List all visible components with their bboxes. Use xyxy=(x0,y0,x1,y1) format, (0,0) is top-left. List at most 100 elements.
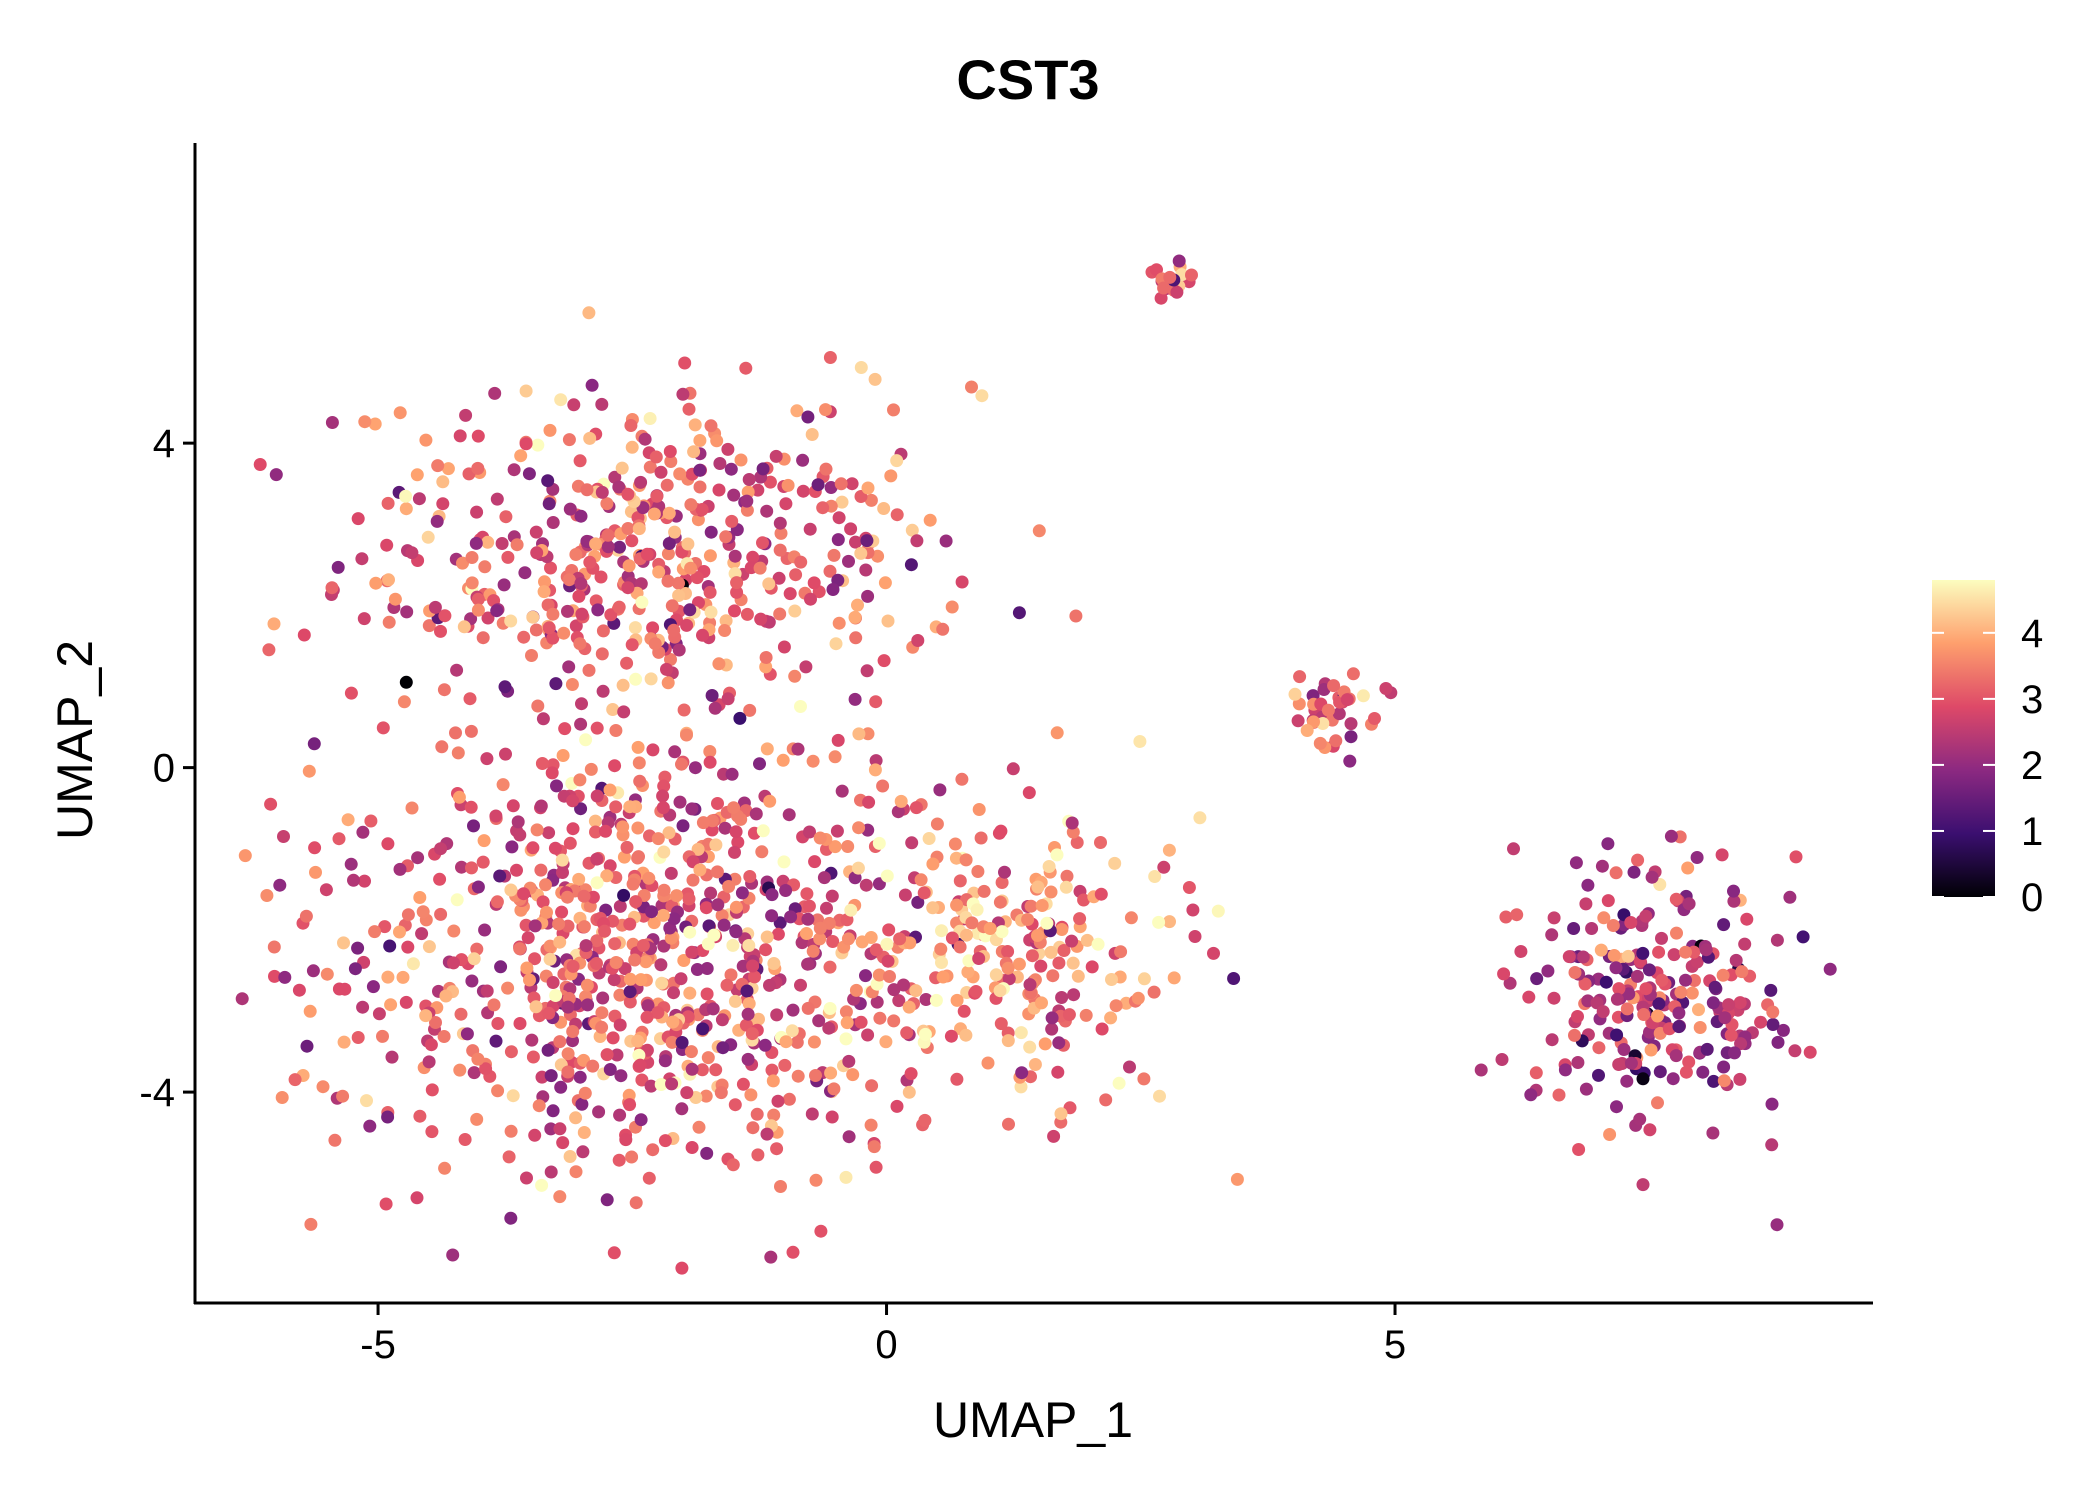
data-point xyxy=(765,909,779,923)
data-point xyxy=(1060,869,1074,883)
data-point xyxy=(534,863,548,877)
data-point xyxy=(1630,969,1644,983)
data-point xyxy=(425,1083,439,1097)
data-point xyxy=(1293,670,1307,684)
data-point xyxy=(513,828,527,842)
data-point xyxy=(1503,976,1517,990)
x-tick-label: 5 xyxy=(1384,1323,1406,1367)
data-point xyxy=(396,970,410,984)
data-point xyxy=(517,630,531,644)
data-point xyxy=(306,964,320,978)
data-point xyxy=(523,973,536,987)
data-point xyxy=(600,869,614,883)
data-point xyxy=(596,991,610,1005)
data-point xyxy=(751,1148,765,1162)
data-point xyxy=(654,465,668,479)
data-point xyxy=(1803,1045,1817,1059)
y-axis-label: UMAP_2 xyxy=(47,640,103,840)
data-point xyxy=(670,889,684,903)
data-point xyxy=(975,389,989,403)
data-point xyxy=(1070,836,1084,849)
data-point xyxy=(640,1010,654,1024)
data-point xyxy=(800,927,813,940)
data-point xyxy=(675,1102,689,1116)
data-point xyxy=(801,912,815,926)
data-point xyxy=(372,1007,386,1021)
data-point xyxy=(351,512,365,526)
x-tick-label: -5 xyxy=(360,1323,396,1367)
data-point xyxy=(804,592,817,606)
data-point xyxy=(1717,918,1731,932)
data-point xyxy=(1368,712,1381,725)
data-point xyxy=(541,1043,555,1057)
data-point xyxy=(1717,1074,1731,1088)
data-point xyxy=(710,865,724,879)
data-point xyxy=(760,504,774,518)
data-point xyxy=(673,467,687,481)
data-point xyxy=(613,1018,627,1032)
data-point xyxy=(651,832,665,846)
data-point xyxy=(504,1045,518,1059)
data-point xyxy=(563,502,577,516)
data-point xyxy=(701,937,715,951)
x-axis-label: UMAP_1 xyxy=(933,1392,1133,1448)
data-point xyxy=(586,1059,600,1073)
data-point xyxy=(784,910,798,924)
data-point xyxy=(1073,912,1087,926)
data-point xyxy=(513,1017,527,1030)
data-point xyxy=(782,808,796,822)
data-point xyxy=(425,1125,439,1139)
data-point xyxy=(740,503,754,517)
data-point xyxy=(1227,972,1241,985)
data-point xyxy=(1666,1072,1680,1086)
data-point xyxy=(834,477,848,491)
data-point xyxy=(299,909,313,923)
data-point xyxy=(504,614,518,628)
data-point xyxy=(382,615,396,629)
data-point xyxy=(405,801,419,815)
data-point xyxy=(1696,1065,1710,1079)
data-point xyxy=(657,845,671,859)
colorbar-tick-label: 2 xyxy=(2021,744,2043,788)
data-point xyxy=(505,840,519,854)
data-point xyxy=(926,901,940,915)
data-point xyxy=(1006,762,1020,776)
data-point xyxy=(740,494,754,508)
data-point xyxy=(959,853,973,867)
data-point xyxy=(887,403,900,417)
data-point xyxy=(848,610,862,624)
data-point xyxy=(489,809,503,823)
data-point xyxy=(399,675,413,689)
data-point xyxy=(759,651,773,664)
data-point xyxy=(606,1031,620,1045)
data-point xyxy=(1047,1129,1061,1143)
data-point xyxy=(1105,973,1118,986)
data-point xyxy=(1067,988,1081,1002)
data-point xyxy=(718,624,732,637)
data-point xyxy=(764,1250,778,1264)
data-point xyxy=(378,920,392,934)
data-point xyxy=(1783,890,1797,904)
data-point xyxy=(599,824,612,838)
data-point xyxy=(848,692,862,706)
data-point xyxy=(765,1063,779,1077)
data-point xyxy=(623,995,637,1009)
data-point xyxy=(526,610,540,624)
data-point xyxy=(665,599,679,613)
data-point xyxy=(1147,985,1161,999)
data-point xyxy=(786,1245,800,1259)
data-point xyxy=(348,962,362,976)
data-point xyxy=(288,1073,302,1087)
data-point xyxy=(552,917,566,931)
data-point xyxy=(809,1069,822,1082)
data-point xyxy=(458,1133,472,1146)
data-point xyxy=(934,942,948,956)
data-point xyxy=(544,1122,558,1136)
data-point xyxy=(613,1108,627,1122)
data-point xyxy=(1095,1022,1109,1036)
data-point xyxy=(563,836,577,850)
data-point xyxy=(487,998,501,1012)
data-point xyxy=(401,940,415,954)
data-point xyxy=(727,488,741,502)
data-point xyxy=(567,398,581,412)
